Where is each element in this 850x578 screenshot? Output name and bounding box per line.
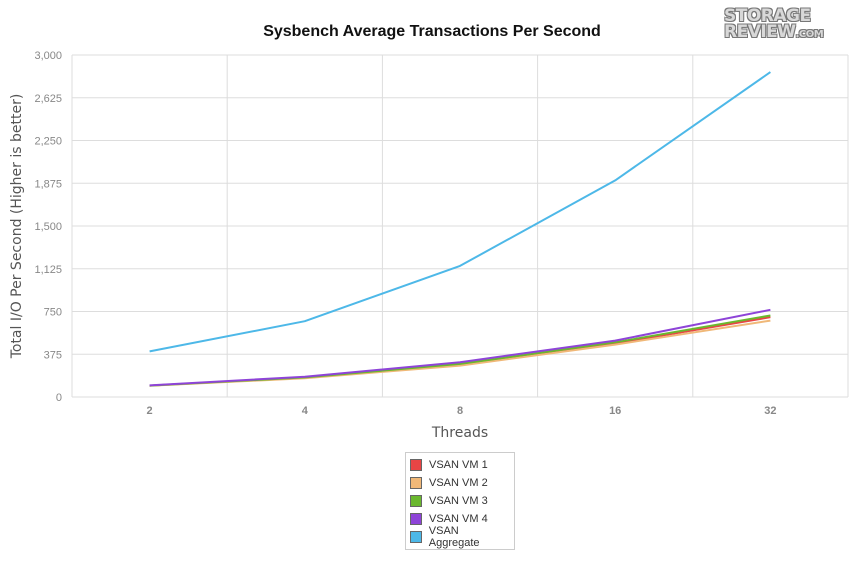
- chart-grid: [71, 54, 849, 398]
- x-axis-label: Threads: [431, 425, 488, 441]
- series-line-vsan-vm-2: [149, 319, 771, 387]
- y-tick-label: 375: [44, 349, 62, 361]
- logo-line-2-text: REVIEW: [724, 22, 796, 42]
- x-tick-label: 4: [302, 405, 309, 417]
- x-axis-ticks: 2 4 8 16 32: [147, 405, 777, 417]
- legend-label: VSAN Aggregate: [428, 525, 480, 549]
- x-tick-label: 2: [147, 405, 153, 417]
- legend-item[interactable]: VSAN VM 4: [410, 510, 510, 528]
- legend-item[interactable]: VSAN VM 2: [410, 474, 510, 492]
- y-tick-label: 3,000: [34, 50, 62, 62]
- x-tick-label: 16: [609, 405, 621, 417]
- legend-item[interactable]: VSAN Aggregate: [410, 525, 510, 549]
- y-tick-label: 1,875: [34, 178, 62, 190]
- y-axis-ticks: 0 375 750 1,125 1,500 1,875 2,250 2,625 3,000: [34, 50, 62, 404]
- series-line-vsan-aggregate: [149, 71, 771, 353]
- legend-swatch: [410, 513, 422, 525]
- y-tick-label: 2,625: [34, 93, 62, 105]
- logo-suffix: .COM: [795, 29, 824, 40]
- chart-series: [149, 71, 771, 387]
- logo-line-1: STORAGE: [724, 6, 811, 26]
- y-tick-label: 1,500: [34, 221, 62, 233]
- y-tick-label: 2,250: [34, 136, 62, 148]
- x-tick-label: 32: [764, 405, 776, 417]
- legend-label: VSAN VM 2: [429, 477, 488, 489]
- logo-line-2: REVIEW.COM: [724, 24, 836, 43]
- y-tick-label: 0: [56, 392, 62, 404]
- chart-legend: VSAN VM 1 VSAN VM 2 VSAN VM 3 VSAN VM 4 VSAN…: [405, 452, 515, 550]
- y-tick-label: 1,125: [34, 264, 62, 276]
- legend-item[interactable]: VSAN VM 3: [410, 492, 510, 510]
- series-line-vsan-vm-4: [149, 308, 771, 387]
- legend-swatch: [410, 495, 422, 507]
- y-axis-label: Total I/O Per Second (Higher is better): [9, 94, 25, 360]
- legend-label: VSAN VM 1: [429, 459, 488, 471]
- legend-label: VSAN VM 4: [429, 513, 488, 525]
- legend-swatch: [410, 459, 422, 471]
- chart-title: Sysbench Average Transactions Per Second: [263, 23, 601, 40]
- legend-item[interactable]: VSAN VM 1: [410, 456, 510, 474]
- y-tick-label: 750: [44, 307, 62, 319]
- legend-swatch: [410, 477, 422, 489]
- legend-swatch: [410, 531, 422, 543]
- storage-review-logo: STORAGE REVIEW.COM: [724, 8, 836, 44]
- series-line-vsan-vm-3: [149, 314, 771, 387]
- x-tick-label: 8: [457, 405, 463, 417]
- legend-label: VSAN VM 3: [429, 495, 488, 507]
